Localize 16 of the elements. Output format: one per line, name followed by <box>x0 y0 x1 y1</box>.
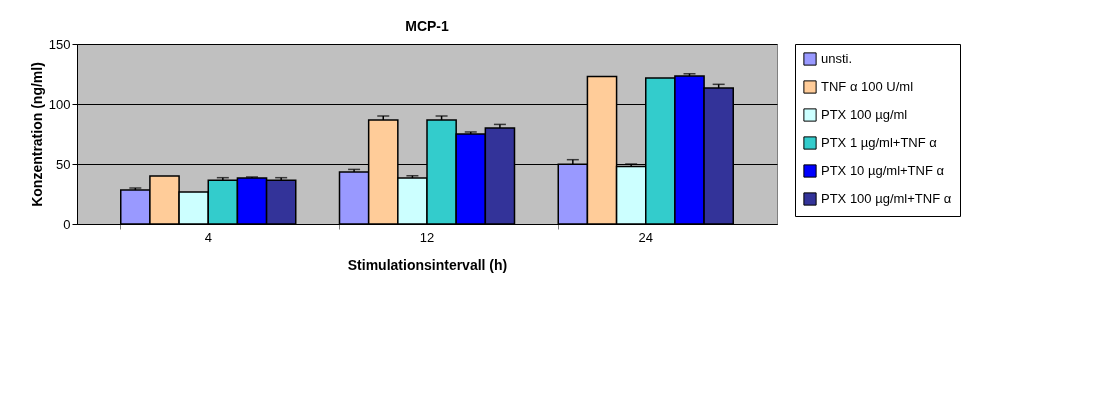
chart-title: MCP-1 <box>405 18 449 34</box>
legend-label: PTX 1 µg/ml+TNF α <box>821 135 938 150</box>
y-tick-label: 50 <box>56 156 71 172</box>
x-tick-label: 4 <box>204 229 212 245</box>
x-axis-title: Stimulationsintervall (h) <box>347 256 508 273</box>
x-tick-label: 24 <box>638 229 653 245</box>
legend-label: TNF α 100 U/ml <box>821 79 914 94</box>
y-tick-label: 100 <box>48 96 71 112</box>
legend-label: PTX 10 µg/ml+TNF α <box>821 163 945 178</box>
y-tick-label: 150 <box>48 36 71 52</box>
x-tick-label: 12 <box>419 229 435 245</box>
legend-label: unsti. <box>821 51 853 66</box>
y-tick-label: 0 <box>63 216 71 232</box>
legend-label: PTX 100 µg/ml <box>821 107 908 122</box>
legend-label: PTX 100 µg/ml+TNF α <box>821 191 952 206</box>
y-axis-title: Konzentration (ng/ml) <box>28 62 45 207</box>
